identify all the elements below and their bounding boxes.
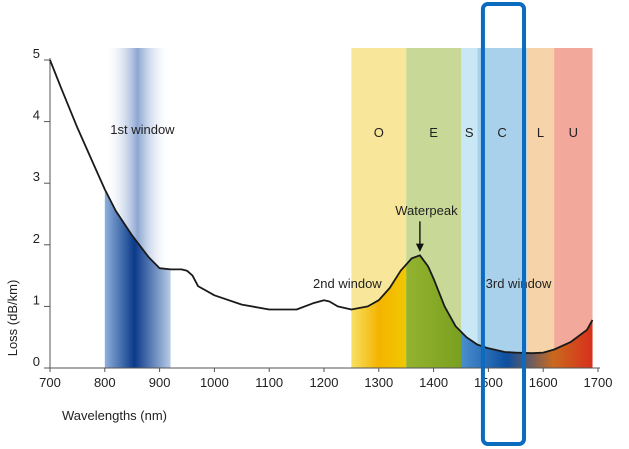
x-tick-label: 1200	[310, 375, 339, 390]
annotation-3rd-window: 3rd window	[486, 276, 552, 291]
band-label-s: S	[465, 125, 474, 140]
y-tick-label: 2	[33, 231, 40, 246]
first-window-fill	[104, 189, 171, 368]
x-tick-label: 1400	[419, 375, 448, 390]
waterpeak-arrow-head	[415, 243, 424, 252]
annotation-1st-window: 1st window	[110, 122, 175, 137]
annotation-waterpeak: Waterpeak	[395, 203, 458, 218]
second-window-fill	[351, 264, 407, 368]
x-tick-label: 1700	[584, 375, 613, 390]
series-lines	[49, 59, 594, 355]
y-axis-label: Loss (dB/km)	[5, 280, 20, 357]
x-tick-label: 1100	[255, 375, 283, 390]
y-tick-label: 4	[33, 108, 40, 123]
x-axis-label: Wavelengths (nm)	[62, 408, 167, 423]
band-c	[477, 48, 527, 368]
x-tick-label: 900	[149, 375, 171, 390]
band-label-c: C	[497, 125, 506, 140]
waterpeak-fill	[406, 255, 461, 368]
x-tick-label: 1000	[200, 375, 229, 390]
axes	[49, 58, 600, 369]
curve-fills	[104, 189, 593, 368]
y-tick-label: 5	[33, 46, 40, 61]
x-axis-ticks: 700 800 900 1000 1100 1200 1300 1400 1500 1600 170…	[39, 368, 612, 390]
x-tick-label: 700	[39, 375, 61, 390]
y-tick-label: 1	[33, 292, 40, 307]
c-band-highlight-box	[480, 2, 527, 446]
x-tick-label: 1500	[474, 375, 503, 390]
band-label-l: L	[537, 125, 544, 140]
annotations: 1st window 2nd window 3rd window Waterpeak	[110, 122, 552, 291]
band-label-e: E	[429, 125, 438, 140]
y-tick-label: 0	[33, 354, 40, 369]
x-tick-label: 800	[94, 375, 116, 390]
band-u	[554, 48, 593, 368]
band-label-o: O	[374, 125, 384, 140]
y-tick-label: 3	[33, 169, 40, 184]
loss-curve	[49, 59, 594, 355]
annotation-2nd-window: 2nd window	[313, 276, 382, 291]
y-axis-ticks: 0 1 2 3 4 5	[33, 46, 50, 369]
third-window-fill	[461, 319, 593, 368]
x-tick-label: 1300	[364, 375, 393, 390]
band-l	[526, 48, 555, 368]
band-label-u: U	[569, 125, 578, 140]
band-s	[461, 48, 478, 368]
x-tick-label: 1600	[529, 375, 558, 390]
